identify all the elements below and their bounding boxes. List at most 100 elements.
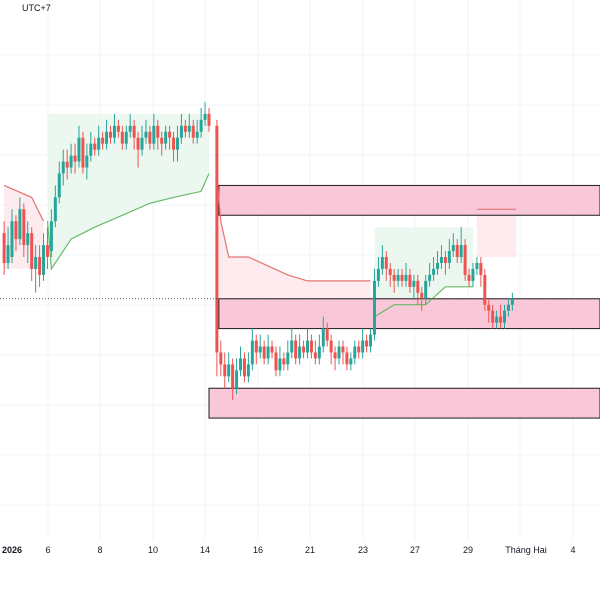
candle: [420, 286, 424, 311]
candle: [341, 340, 345, 365]
candle: [132, 119, 136, 150]
candle-body: [491, 310, 495, 323]
trail-fill-bear: [216, 173, 371, 329]
candle-body: [77, 137, 81, 162]
candle-body: [250, 340, 254, 365]
candle-body: [195, 131, 199, 138]
candle-body: [124, 131, 128, 144]
candle: [369, 328, 373, 353]
candle: [428, 262, 432, 287]
candle-body: [499, 316, 503, 323]
candle: [432, 257, 436, 281]
upper-resistance-zone: [218, 184, 600, 216]
candle: [172, 131, 176, 162]
candle-body: [479, 262, 483, 275]
trail-fill-bull: [47, 113, 209, 269]
candle-body: [18, 209, 22, 240]
candle-body: [325, 328, 329, 341]
candle: [380, 245, 384, 275]
candle-body: [128, 125, 132, 132]
trail-line-bull: [46, 173, 210, 271]
candle: [148, 125, 152, 150]
candle: [101, 131, 105, 150]
candle-body: [227, 364, 231, 377]
candle: [282, 352, 286, 371]
candle-body: [487, 304, 491, 311]
candle: [179, 113, 183, 144]
candle-body: [223, 364, 227, 377]
candle: [140, 125, 144, 156]
candle-body: [89, 143, 93, 156]
candle-body: [451, 245, 455, 252]
x-axis: 2026 6 8 10 14 16 21 23 27 29 Tháng Hai 4: [2, 545, 576, 555]
candle-body: [412, 280, 416, 287]
candle: [447, 239, 451, 269]
candle-body: [42, 245, 46, 275]
candle-body: [136, 137, 140, 150]
candle: [325, 322, 329, 347]
candle: [152, 113, 156, 150]
candle-body: [349, 358, 353, 365]
candle: [443, 251, 447, 275]
candle-body: [424, 280, 428, 299]
candle: [302, 340, 306, 359]
candle-body: [270, 346, 274, 353]
candle: [266, 334, 270, 365]
candle: [199, 107, 203, 138]
candle: [463, 239, 467, 281]
candle: [239, 346, 243, 377]
candle-body: [337, 346, 341, 359]
candle-body: [231, 364, 235, 389]
candle-body: [199, 119, 203, 132]
candle: [404, 262, 408, 287]
candle: [38, 245, 42, 287]
candle-body: [416, 280, 420, 293]
candle-body: [262, 346, 266, 359]
candle: [124, 125, 128, 150]
candle-body: [38, 257, 42, 275]
candle-body: [392, 274, 396, 281]
candle: [109, 125, 112, 144]
candle-body: [242, 358, 246, 377]
candle: [183, 119, 187, 138]
candle: [164, 125, 168, 150]
candle-body: [179, 125, 183, 138]
candles: [2, 101, 514, 401]
zones: [208, 184, 600, 419]
candle: [361, 328, 365, 359]
xaxis-tick-label: 16: [253, 545, 263, 555]
candle: [439, 245, 443, 269]
candle: [116, 119, 120, 138]
candle: [10, 209, 14, 263]
candle-body: [313, 352, 317, 359]
candle: [506, 298, 510, 317]
candle: [349, 352, 353, 371]
candle-body: [132, 125, 136, 138]
candle: [6, 227, 10, 269]
candle-body: [112, 125, 116, 138]
candle: [388, 262, 392, 287]
candle-body: [97, 137, 101, 150]
candle-body: [274, 352, 278, 371]
candle: [309, 334, 313, 359]
candle: [195, 119, 199, 144]
trail-fill-bull: [374, 227, 473, 317]
candle-body: [61, 161, 65, 174]
candle: [400, 268, 404, 287]
candle-body: [298, 346, 302, 359]
candle-body: [353, 346, 357, 359]
candle-body: [34, 257, 38, 269]
candle-body: [345, 352, 349, 365]
candle: [313, 340, 317, 365]
candle: [246, 352, 250, 383]
xaxis-tick-label: Tháng Hai: [505, 545, 547, 555]
candle-body: [372, 280, 376, 335]
candle: [168, 125, 172, 150]
candle-body: [388, 268, 392, 275]
candle: [278, 346, 282, 377]
candle-body: [49, 221, 53, 252]
candle-body: [357, 346, 361, 353]
candle: [258, 334, 262, 359]
candle-body: [317, 346, 321, 359]
